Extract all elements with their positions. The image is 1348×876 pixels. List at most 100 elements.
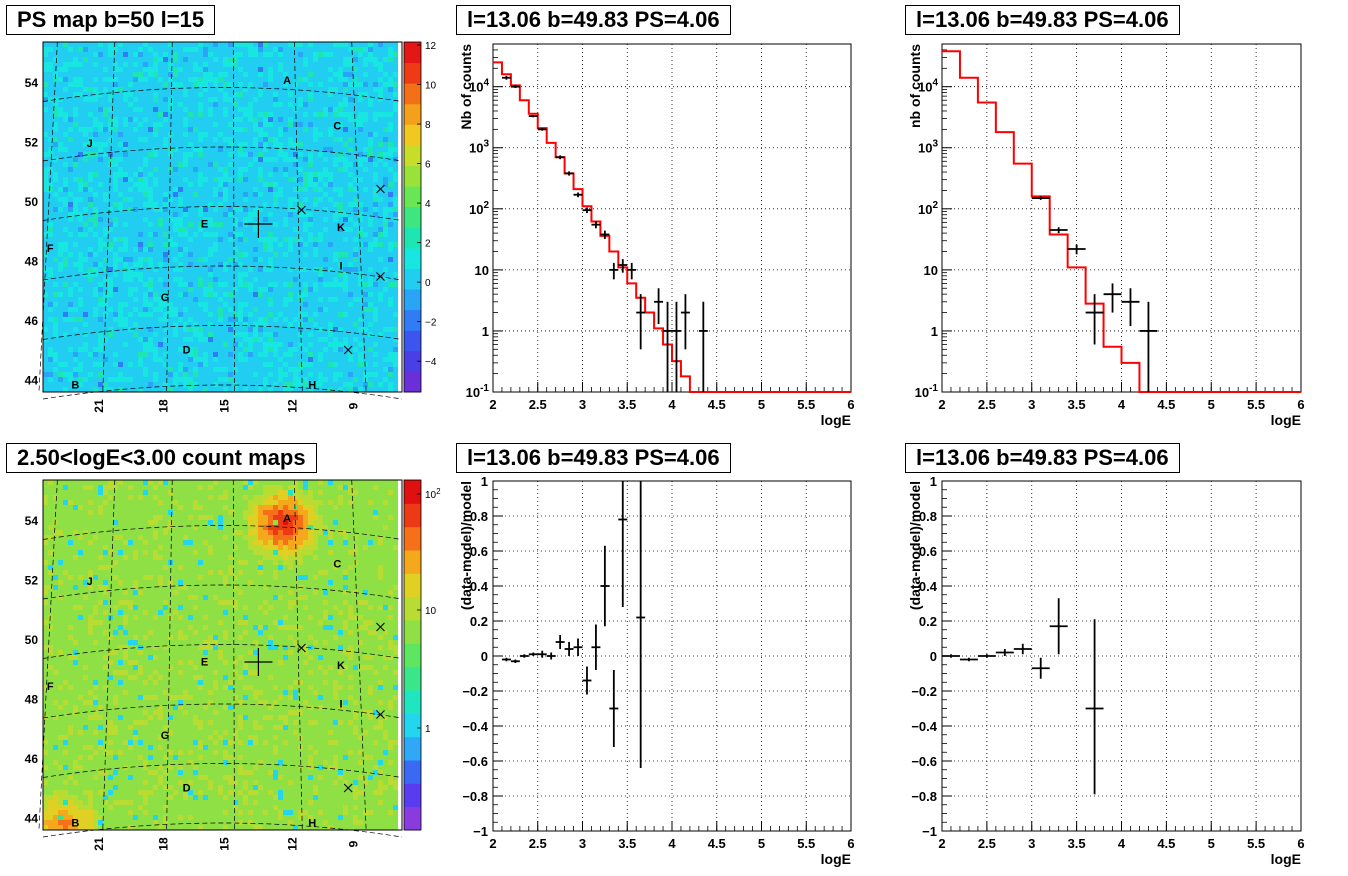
map-pixel <box>383 237 388 242</box>
map-pixel <box>373 197 378 202</box>
map-pixel <box>278 307 283 312</box>
y-tick-label: −0.2 <box>462 684 488 699</box>
map-pixel <box>148 247 153 252</box>
y-tick-label: 1 <box>482 324 489 339</box>
map-pixel <box>278 152 283 157</box>
map-pixel <box>208 277 213 282</box>
map-pixel <box>308 147 313 152</box>
map-pixel <box>73 237 78 242</box>
map-pixel <box>283 307 288 312</box>
map-pixel <box>268 152 273 157</box>
map-pixel <box>348 307 353 312</box>
map-pixel <box>83 292 88 297</box>
map-pixel <box>68 212 73 217</box>
map-pixel <box>283 122 288 127</box>
map-pixel <box>248 62 253 67</box>
map-pixel <box>88 212 93 217</box>
map-pixel <box>168 77 173 82</box>
map-pixel <box>363 282 368 287</box>
map-pixel <box>388 302 393 307</box>
map-pixel <box>288 42 293 47</box>
map-pixel <box>323 57 328 62</box>
map-pixel <box>43 97 48 102</box>
map-pixel <box>298 292 303 297</box>
map-pixel <box>148 242 153 247</box>
map-pixel <box>278 162 283 167</box>
map-pixel <box>158 82 163 87</box>
map-pixel <box>68 137 73 142</box>
map-pixel <box>258 332 263 337</box>
map-pixel <box>193 47 198 52</box>
map-pixel <box>188 177 193 182</box>
map-pixel <box>223 257 228 262</box>
map-pixel <box>168 187 173 192</box>
map-pixel <box>63 67 68 72</box>
map-pixel <box>343 317 348 322</box>
map-pixel <box>263 107 268 112</box>
map-pixel <box>253 87 258 92</box>
map-pixel <box>273 102 278 107</box>
map-pixel <box>93 247 98 252</box>
map-pixel <box>393 227 398 232</box>
map-pixel <box>243 207 248 212</box>
map-pixel <box>233 167 238 172</box>
map-pixel <box>368 137 373 142</box>
map-pixel <box>213 207 218 212</box>
map-pixel <box>318 82 323 87</box>
map-pixel <box>123 207 128 212</box>
map-pixel <box>48 282 53 287</box>
map-pixel <box>88 57 93 62</box>
map-pixel <box>113 282 118 287</box>
map-pixel <box>298 217 303 222</box>
map-pixel <box>313 287 318 292</box>
map-pixel <box>203 257 208 262</box>
map-pixel <box>348 62 353 67</box>
map-pixel <box>378 327 383 332</box>
map-pixel <box>293 177 298 182</box>
map-pixel <box>88 347 93 352</box>
map-pixel <box>373 142 378 147</box>
map-pixel <box>248 107 253 112</box>
map-pixel <box>348 212 353 217</box>
map-pixel <box>248 327 253 332</box>
map-pixel <box>383 157 388 162</box>
map-pixel <box>373 72 378 77</box>
map-pixel <box>288 77 293 82</box>
map-pixel <box>73 297 78 302</box>
map-pixel <box>78 142 83 147</box>
map-pixel <box>378 72 383 77</box>
map-pixel <box>328 187 333 192</box>
map-pixel <box>353 82 358 87</box>
map-pixel <box>143 317 148 322</box>
map-pixel <box>298 117 303 122</box>
map-pixel <box>363 112 368 117</box>
y-tick-label: 0 <box>481 649 488 664</box>
map-pixel <box>108 207 113 212</box>
map-pixel <box>198 342 203 347</box>
map-pixel <box>228 112 233 117</box>
map-pixel <box>303 322 308 327</box>
map-pixel <box>128 52 133 57</box>
map-pixel <box>113 327 118 332</box>
map-pixel <box>123 42 128 47</box>
map-pixel <box>123 332 128 337</box>
map-pixel <box>58 287 63 292</box>
map-pixel <box>188 227 193 232</box>
map-pixel <box>298 97 303 102</box>
map-pixel <box>373 137 378 142</box>
map-pixel <box>308 97 313 102</box>
map-pixel <box>118 92 123 97</box>
map-pixel <box>198 167 203 172</box>
map-pixel <box>253 182 258 187</box>
map-pixel <box>343 277 348 282</box>
map-pixel <box>263 97 268 102</box>
map-pixel <box>203 302 208 307</box>
map-pixel <box>283 272 288 277</box>
map-pixel <box>248 237 253 242</box>
map-pixel <box>333 107 338 112</box>
map-pixel <box>353 42 358 47</box>
map-pixel <box>383 87 388 92</box>
map-pixel <box>43 87 48 92</box>
map-pixel <box>358 327 363 332</box>
map-pixel <box>73 287 78 292</box>
